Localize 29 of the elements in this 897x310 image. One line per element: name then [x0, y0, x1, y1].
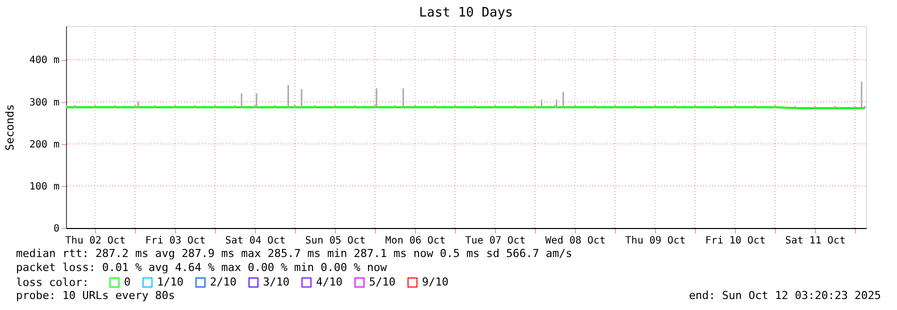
y-tick-label: 100 m [29, 181, 60, 192]
x-tick-label: Thu 09 Oct [625, 236, 686, 246]
legend-label: 0 [124, 276, 131, 289]
x-tick-label: Sat 04 Oct [225, 236, 286, 246]
y-tick-label: 300 m [29, 97, 60, 108]
x-tick-label: Wed 08 Oct [545, 236, 606, 246]
legend-label: 9/10 [422, 276, 448, 289]
x-tick-label: Fri 10 Oct [705, 236, 766, 246]
legend-label: 3/10 [263, 276, 290, 289]
text: median rtt: 287.2 ms avg 287.9 ms max 285.7 ms min 287.1 ms now 0.5 ms sd 566.7 am/s [16, 247, 572, 260]
text: end: Sun Oct 12 03:20:23 2025 [688, 289, 881, 302]
legend-label: 5/10 [369, 276, 396, 289]
y-tick-label: 0 [53, 224, 60, 234]
y-tick-label: 200 m [29, 139, 60, 150]
y-tick-label: 400 m [29, 55, 60, 66]
legend-label: 4/10 [316, 276, 342, 289]
text: packet loss: 0.01 % avg 4.64 % max 0.00 % min 0.00 % now [16, 261, 388, 274]
legend-title: loss color: [16, 276, 89, 289]
legend-label: 2/10 [210, 276, 236, 289]
chart-title: Last 10 Days [419, 6, 513, 20]
x-tick-label: Sun 05 Oct [305, 236, 366, 246]
x-tick-label: Tue 07 Oct [465, 236, 526, 246]
y-axis-title: Seconds [3, 104, 16, 151]
x-tick-label: Sat 11 Oct [785, 236, 846, 246]
legend-label: 1/10 [157, 276, 184, 289]
x-tick-label: Fri 03 Oct [145, 236, 206, 246]
x-tick-label: Mon 06 Oct [385, 236, 446, 246]
text: probe: 10 URLs every 80s [16, 289, 175, 302]
x-tick-label: Thu 02 Oct [65, 236, 126, 246]
